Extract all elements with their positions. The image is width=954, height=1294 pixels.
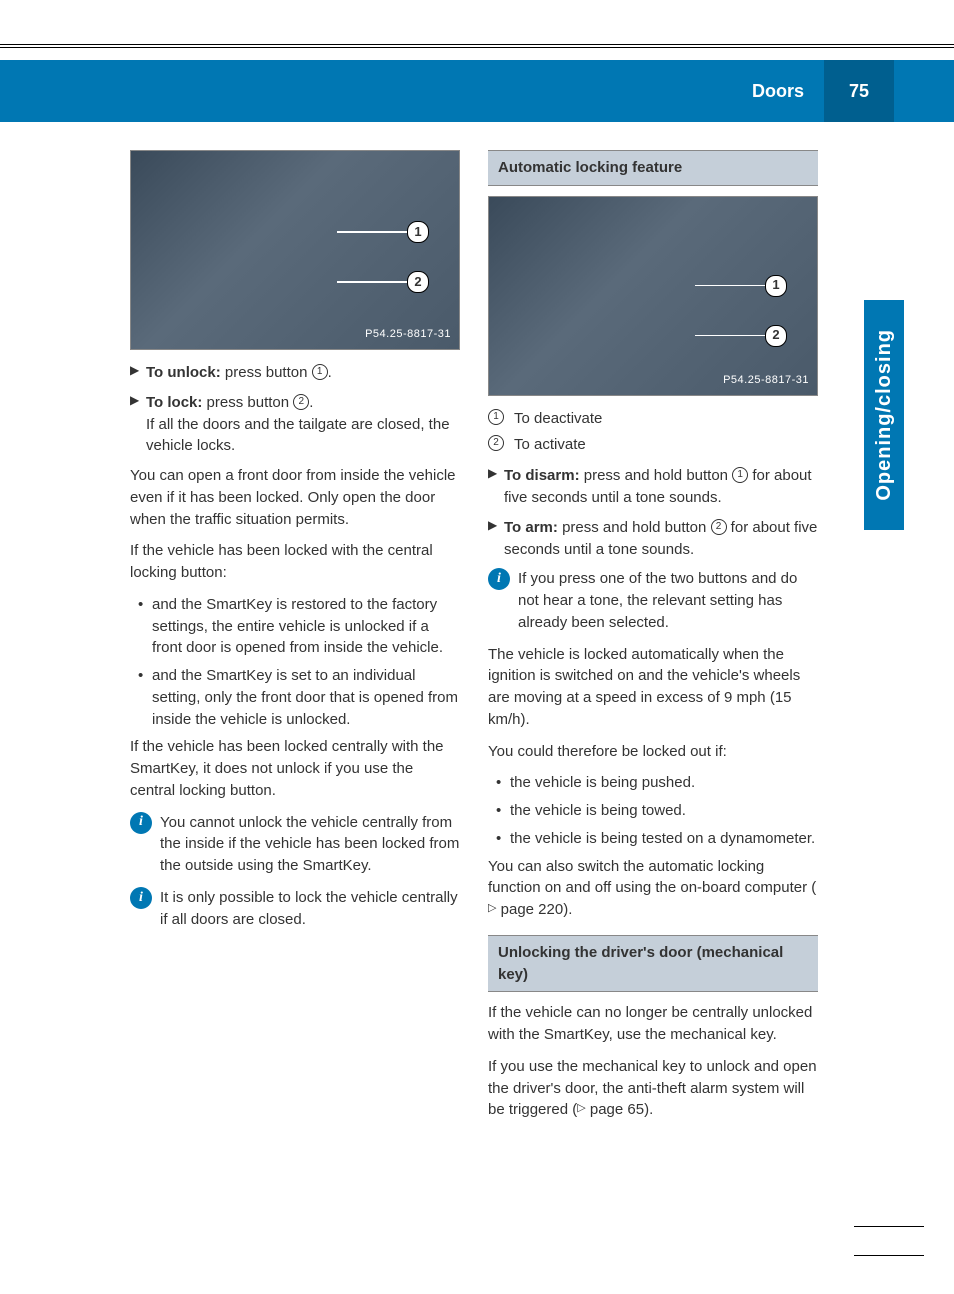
page-header: Doors 75 — [0, 60, 954, 122]
callout-legend: 1 To deactivate 2 To activate — [488, 408, 818, 456]
info-cannot-unlock: You cannot unlock the vehicle centrally … — [160, 812, 460, 877]
figure-code: P54.25-8817-31 — [365, 327, 451, 343]
ref-1: 1 — [488, 409, 504, 425]
action-marker-icon: ▶ — [130, 362, 146, 384]
content-area: 1 2 P54.25-8817-31 ▶ To unlock: press bu… — [130, 150, 834, 1131]
ref-2: 2 — [293, 394, 309, 410]
disarm-label: To disarm: — [504, 467, 580, 484]
legend-activate: To activate — [514, 434, 586, 456]
lock-text: press button — [202, 394, 293, 411]
disarm-text-a: press and hold button — [580, 467, 733, 484]
lock-detail: If all the doors and the tailgate are cl… — [146, 416, 450, 455]
para3-a: You can also switch the automatic lockin… — [488, 858, 816, 897]
left-column: 1 2 P54.25-8817-31 ▶ To unlock: press bu… — [130, 150, 460, 1131]
bullet-towed: the vehicle is being towed. — [510, 800, 818, 822]
arm-label: To arm: — [504, 519, 558, 536]
action-lock: ▶ To lock: press button 2. If all the do… — [130, 392, 460, 457]
list-item: • and the SmartKey is restored to the fa… — [130, 594, 460, 659]
figure-callout-2: 2 — [407, 271, 429, 293]
heading-mech-key: Unlocking the driver's door (mechanical … — [488, 935, 818, 993]
info-icon: i — [130, 887, 152, 909]
bullet-dyno: the vehicle is being tested on a dynamom… — [510, 828, 818, 850]
info-icon: i — [130, 812, 152, 834]
lock-label: To lock: — [146, 394, 202, 411]
list-item: • and the SmartKey is set to an individu… — [130, 665, 460, 730]
ref-1: 1 — [732, 467, 748, 483]
para-locked-out-intro: You could therefore be locked out if: — [488, 741, 818, 763]
section-tab-label: Opening/closing — [870, 329, 899, 501]
crop-marks-top — [0, 44, 954, 48]
list-item: • the vehicle is being tested on a dynam… — [488, 828, 818, 850]
bullet-factory: and the SmartKey is restored to the fact… — [152, 594, 460, 659]
bullet-icon: • — [496, 772, 510, 794]
unlock-label: To unlock: — [146, 364, 221, 381]
para-mech-key-1: If the vehicle can no longer be centrall… — [488, 1002, 818, 1046]
pageref-icon: ▷ — [488, 901, 496, 917]
ref-2: 2 — [488, 435, 504, 451]
action-marker-icon: ▶ — [488, 465, 504, 509]
action-arm: ▶ To arm: press and hold button 2 for ab… — [488, 517, 818, 561]
legend-2: 2 To activate — [488, 434, 818, 456]
info-note: i You cannot unlock the vehicle centrall… — [130, 812, 460, 877]
section-tab: Opening/closing — [864, 300, 904, 530]
para3-ref: page 220). — [496, 901, 572, 918]
para-central-lock-intro: If the vehicle has been locked with the … — [130, 540, 460, 584]
para-mech-key-2: If you use the mechanical key to unlock … — [488, 1056, 818, 1121]
action-unlock: ▶ To unlock: press button 1. — [130, 362, 460, 384]
para-auto-lock: The vehicle is locked automatically when… — [488, 644, 818, 731]
info-icon: i — [488, 568, 510, 590]
para-smartkey-central: If the vehicle has been locked centrally… — [130, 736, 460, 801]
action-marker-icon: ▶ — [488, 517, 504, 561]
bullet-icon: • — [496, 828, 510, 850]
chapter-title: Doors — [752, 78, 804, 104]
action-disarm: ▶ To disarm: press and hold button 1 for… — [488, 465, 818, 509]
ref-2: 2 — [711, 519, 727, 535]
action-marker-icon: ▶ — [130, 392, 146, 457]
bullet-icon: • — [138, 665, 152, 730]
legend-deactivate: To deactivate — [514, 408, 602, 430]
figure-callout-1: 1 — [407, 221, 429, 243]
legend-1: 1 To deactivate — [488, 408, 818, 430]
bullet-individual: and the SmartKey is set to an individual… — [152, 665, 460, 730]
bullet-icon: • — [138, 594, 152, 659]
info-note: i If you press one of the two buttons an… — [488, 568, 818, 633]
info-note: i It is only possible to lock the vehicl… — [130, 887, 460, 931]
figure-lock-buttons: 1 2 P54.25-8817-31 — [130, 150, 460, 350]
list-item: • the vehicle is being towed. — [488, 800, 818, 822]
figure-callout-2: 2 — [765, 325, 787, 347]
para-onboard-computer: You can also switch the automatic lockin… — [488, 856, 818, 921]
para5-ref: page 65). — [586, 1101, 654, 1118]
arm-text-a: press and hold button — [558, 519, 711, 536]
callout-line — [695, 335, 765, 337]
heading-auto-lock: Automatic locking feature — [488, 150, 818, 186]
list-item: • the vehicle is being pushed. — [488, 772, 818, 794]
bullet-pushed: the vehicle is being pushed. — [510, 772, 818, 794]
callout-line — [337, 281, 407, 283]
figure-callout-1: 1 — [765, 275, 787, 297]
page-number: 75 — [824, 60, 894, 122]
figure-code: P54.25-8817-31 — [723, 373, 809, 389]
right-column: Automatic locking feature 1 2 P54.25-881… — [488, 150, 818, 1131]
crop-marks-bottom — [854, 1226, 924, 1256]
ref-1: 1 — [312, 364, 328, 380]
para-open-front-door: You can open a front door from inside th… — [130, 465, 460, 530]
pageref-icon: ▷ — [577, 1101, 585, 1117]
callout-line — [695, 285, 765, 287]
info-tone: If you press one of the two buttons and … — [518, 568, 818, 633]
info-lock-all-closed: It is only possible to lock the vehicle … — [160, 887, 460, 931]
callout-line — [337, 231, 407, 233]
figure-auto-lock: 1 2 P54.25-8817-31 — [488, 196, 818, 396]
bullet-icon: • — [496, 800, 510, 822]
unlock-text: press button — [221, 364, 312, 381]
